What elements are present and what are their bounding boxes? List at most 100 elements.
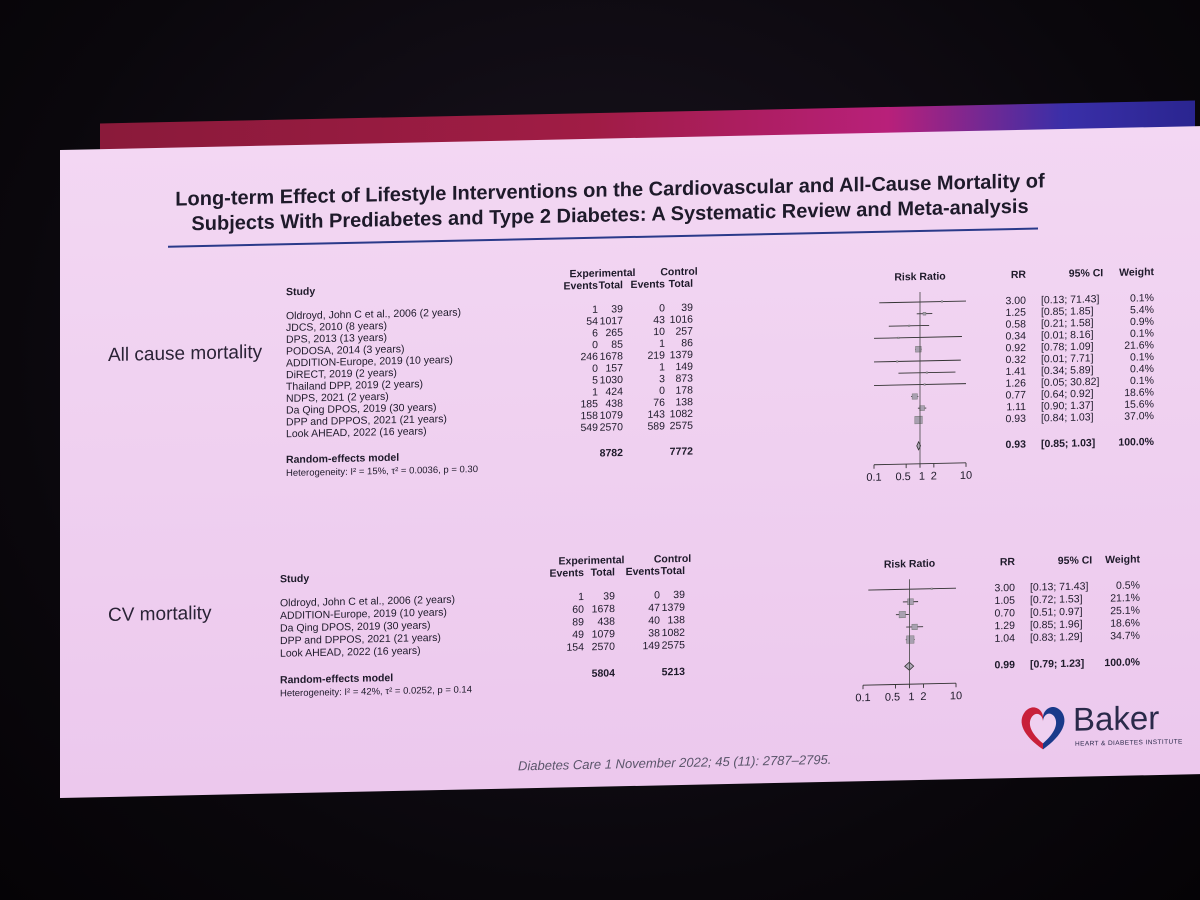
header-95ci: 95% CI xyxy=(1058,554,1093,567)
exp-events-cell: 246 xyxy=(580,351,598,363)
exp-events-cell: 0 xyxy=(592,363,598,375)
exp-total-cell: 85 xyxy=(611,339,623,351)
rr-cell: 1.29 xyxy=(995,620,1016,632)
exp-events-cell: 54 xyxy=(586,316,598,328)
x-tick-label: 2 xyxy=(931,470,937,482)
header-ctl-events: Events xyxy=(626,565,661,578)
rr-cell: 0.93 xyxy=(1006,413,1027,425)
ci-cell: [0.78; 1.09] xyxy=(1041,341,1094,354)
ci-line xyxy=(879,300,966,304)
pooled-exp-total: 8782 xyxy=(600,447,624,459)
ci-cell: [0.51; 0.97] xyxy=(1030,606,1083,619)
pooled-label: Random-effects model xyxy=(286,452,399,466)
pooled-label: Random-effects model xyxy=(280,672,393,686)
exp-total-cell: 2570 xyxy=(592,641,616,653)
weight-cell: 0.4% xyxy=(1130,363,1154,376)
study-name: JDCS, 2010 (8 years) xyxy=(286,320,387,334)
exp-events-cell: 49 xyxy=(572,629,584,641)
rr-cell: 1.04 xyxy=(995,632,1016,644)
exp-events-cell: 60 xyxy=(572,604,584,616)
ci-cell: [0.05; 30.82] xyxy=(1041,376,1099,389)
weight-cell: 0.9% xyxy=(1130,316,1154,329)
weight-cell: 18.6% xyxy=(1110,617,1140,630)
study-name: Da Qing DPOS, 2019 (30 years) xyxy=(280,619,431,634)
header-rr: RR xyxy=(1011,269,1027,281)
ctl-total-cell: 39 xyxy=(681,302,693,314)
rr-cell: 0.34 xyxy=(1006,330,1027,342)
weight-cell: 0.5% xyxy=(1116,579,1140,592)
ctl-events-cell: 1 xyxy=(659,338,665,350)
rr-cell: 1.11 xyxy=(1006,401,1026,413)
header-experimental: Experimental xyxy=(570,267,636,280)
weight-cell: 0.1% xyxy=(1130,375,1154,388)
header-experimental: Experimental xyxy=(559,554,625,567)
logo-word: Baker xyxy=(1073,698,1160,738)
effect-square xyxy=(930,587,933,590)
ctl-total-cell: 86 xyxy=(681,337,693,349)
study-name: DPS, 2013 (13 years) xyxy=(286,332,387,346)
weight-cell: 5.4% xyxy=(1130,304,1154,317)
x-tick-label: 2 xyxy=(920,691,926,703)
exp-total-cell: 1030 xyxy=(600,374,624,386)
exp-total-cell: 39 xyxy=(603,590,615,602)
exp-total-cell: 265 xyxy=(605,327,623,339)
rr-cell: 0.32 xyxy=(1006,354,1027,366)
effect-square xyxy=(911,393,918,400)
ctl-events-cell: 43 xyxy=(653,314,665,326)
exp-events-cell: 158 xyxy=(580,410,598,422)
weight-cell: 21.6% xyxy=(1124,339,1154,352)
ci-line xyxy=(874,359,961,363)
ctl-total-cell: 138 xyxy=(675,396,693,408)
ctl-total-cell: 2575 xyxy=(670,420,694,432)
ctl-total-cell: 1379 xyxy=(662,602,686,614)
x-tick-label: 1 xyxy=(908,691,914,703)
exp-events-cell: 1 xyxy=(578,591,584,603)
effect-square xyxy=(925,371,928,374)
weight-cell: 0.1% xyxy=(1130,292,1154,305)
ci-cell: [0.90; 1.37] xyxy=(1041,400,1094,413)
ctl-total-cell: 39 xyxy=(673,589,685,601)
ctl-total-cell: 178 xyxy=(675,384,693,396)
ctl-events-cell: 149 xyxy=(642,640,660,652)
x-tick-label: 0.1 xyxy=(866,472,881,484)
ctl-total-cell: 138 xyxy=(667,614,685,626)
pooled-rr: 0.93 xyxy=(1006,439,1027,451)
ctl-events-cell: 76 xyxy=(653,397,665,409)
ctl-total-cell: 2575 xyxy=(662,639,686,651)
effect-square xyxy=(906,635,915,644)
ctl-total-cell: 1379 xyxy=(670,349,694,361)
ci-line xyxy=(874,336,962,339)
study-name: ADDITION-Europe, 2019 (10 years) xyxy=(286,354,453,369)
study-name: DPP and DPPOS, 2021 (21 years) xyxy=(280,632,441,647)
study-name: DiRECT, 2019 (2 years) xyxy=(286,367,397,381)
study-name: Look AHEAD, 2022 (16 years) xyxy=(280,645,421,660)
effect-square xyxy=(907,598,914,606)
slide: Long-term Effect of Lifestyle Interventi… xyxy=(60,126,1200,798)
ci-cell: [0.64; 0.92] xyxy=(1041,388,1094,401)
study-name: DPP and DPPOS, 2021 (21 years) xyxy=(286,413,447,428)
ctl-total-cell: 257 xyxy=(675,325,693,337)
rr-cell: 0.58 xyxy=(1006,318,1027,330)
study-name: Look AHEAD, 2022 (16 years) xyxy=(286,425,427,440)
pooled-diamond xyxy=(916,440,922,451)
exp-total-cell: 438 xyxy=(605,398,623,410)
effect-square xyxy=(940,300,943,303)
rr-cell: 3.00 xyxy=(1006,295,1027,307)
ctl-events-cell: 0 xyxy=(654,589,660,601)
ctl-events-cell: 1 xyxy=(659,361,665,373)
exp-total-cell: 1678 xyxy=(592,603,616,615)
ctl-total-cell: 1016 xyxy=(670,314,694,326)
weight-cell: 34.7% xyxy=(1110,630,1140,643)
header-ctl-total: Total xyxy=(669,278,693,291)
pooled-rr: 0.99 xyxy=(995,659,1016,671)
rr-cell: 1.25 xyxy=(1006,307,1027,319)
header-95ci: 95% CI xyxy=(1069,267,1104,280)
header-exp-events: Events xyxy=(564,280,599,293)
effect-square xyxy=(914,415,923,425)
exp-total-cell: 1079 xyxy=(592,628,616,640)
exp-total-cell: 2570 xyxy=(600,421,624,433)
rr-cell: 3.00 xyxy=(995,582,1016,594)
weight-cell: 25.1% xyxy=(1110,605,1140,618)
